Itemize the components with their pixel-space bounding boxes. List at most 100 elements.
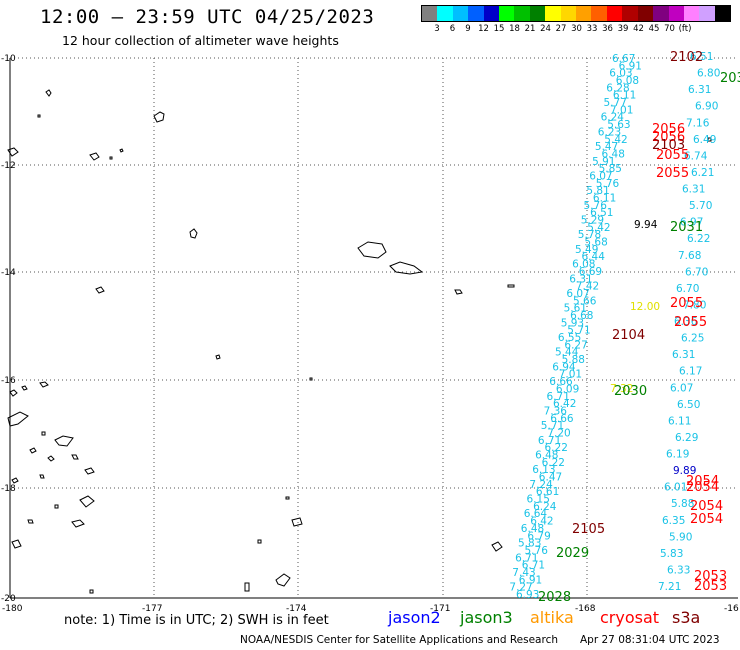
legend-swatch bbox=[452, 6, 469, 21]
lat-lon-grid bbox=[10, 57, 738, 598]
wave-height-value: 6.70 bbox=[676, 283, 699, 295]
legend-tick-label: 36 bbox=[602, 24, 613, 34]
legend-tick-labels: 3 6 9 12 15 18 21 24 27 30 33 36 39 42 45 70 (ft) bbox=[421, 22, 731, 36]
legend-swatch bbox=[437, 6, 453, 21]
wave-height-value: 5.63 bbox=[607, 119, 630, 131]
wave-height-value: 7.42 bbox=[576, 281, 599, 293]
legend-swatch bbox=[576, 6, 592, 21]
legend-tick-label: (ft) bbox=[678, 24, 692, 34]
wave-height-value: 6.19 bbox=[666, 449, 689, 461]
wave-height-value: 6.31 bbox=[672, 349, 695, 361]
wave-height-value: 6.22 bbox=[542, 457, 565, 469]
wave-height-value: 6.64 bbox=[524, 508, 548, 520]
wave-height-value: 5.78 bbox=[578, 229, 601, 241]
wave-height-value: 6.24 bbox=[533, 501, 557, 513]
pass-time-label: 2031 bbox=[720, 71, 740, 86]
wave-height-value: 6.48 bbox=[521, 523, 544, 535]
wave-height-value: 6.07 bbox=[670, 382, 693, 394]
legend-swatch bbox=[529, 6, 546, 21]
wave-height-value: 6.61 bbox=[536, 486, 559, 498]
wave-height-value: 5.68 bbox=[584, 237, 607, 249]
wave-height-value: 6.11 bbox=[593, 193, 616, 205]
wave-height-value: 6.69 bbox=[579, 266, 602, 278]
wave-height-value: 5.76 bbox=[584, 200, 608, 212]
wave-height-value: 6.07 bbox=[589, 171, 612, 183]
legend-tick-label: 45 bbox=[648, 24, 660, 34]
wave-height-value: 5.91 bbox=[592, 156, 615, 168]
satellite-legend-cryosat: cryosat bbox=[600, 608, 660, 627]
legend-swatch bbox=[714, 6, 731, 21]
legend-swatch bbox=[668, 6, 684, 21]
wave-height-value: 6.31 bbox=[682, 184, 705, 196]
legend-swatch bbox=[514, 6, 530, 21]
pass-time-label: 2055 bbox=[670, 296, 703, 311]
island-outline bbox=[41, 431, 46, 436]
wave-height-value: 6.31 bbox=[569, 273, 592, 285]
island-outline bbox=[454, 289, 463, 295]
wave-height-value: 6.48 bbox=[535, 450, 558, 462]
wave-height-value: 7.68 bbox=[678, 250, 701, 262]
legend-swatch bbox=[591, 6, 607, 21]
wave-height-value: 6.51 bbox=[590, 207, 613, 219]
wave-height-value: 5.49 bbox=[575, 244, 598, 256]
wave-height-value: 6.31 bbox=[688, 84, 711, 96]
generated-timestamp: Apr 27 08:31:04 UTC 2023 bbox=[580, 634, 720, 646]
island-outline bbox=[47, 455, 55, 462]
wave-height-value: 5.44 bbox=[555, 347, 579, 359]
lon-axis-label: -177 bbox=[142, 604, 162, 614]
legend-swatch bbox=[545, 6, 561, 21]
wave-height-value: 6.49 bbox=[693, 134, 716, 146]
island-outline bbox=[291, 517, 303, 527]
wave-height-value: 5.76 bbox=[525, 545, 549, 557]
island-outline bbox=[7, 147, 19, 157]
wave-height-value: 6.23 bbox=[598, 126, 621, 138]
legend-tick-label: 30 bbox=[571, 24, 582, 34]
island-outline bbox=[71, 454, 79, 460]
wave-height-value: 7.01 bbox=[610, 104, 633, 116]
wave-height-value: 7.32 bbox=[610, 383, 633, 395]
lat-axis-label: -16 bbox=[1, 376, 16, 386]
satellite-legend-s3a: s3a bbox=[672, 608, 701, 627]
wave-height-value: 6.71 bbox=[547, 391, 570, 403]
island-outline bbox=[84, 467, 95, 475]
wave-height-value: 6.74 bbox=[684, 150, 708, 162]
pass-time-label: 2031 bbox=[670, 220, 703, 235]
wave-height-value: 6.08 bbox=[572, 259, 595, 271]
wave-height-value: 5.61 bbox=[564, 303, 587, 315]
island-outline bbox=[54, 435, 74, 447]
island-outline bbox=[79, 495, 95, 508]
legend-swatch bbox=[699, 6, 715, 21]
wave-height-value: 6.22 bbox=[545, 442, 568, 454]
island-outline bbox=[189, 228, 198, 239]
legend-tick-label: 21 bbox=[524, 24, 536, 34]
wave-height-value: 6.27 bbox=[564, 339, 587, 351]
wave-height-value: 6.07 bbox=[566, 288, 589, 300]
wave-height-value: 6.21 bbox=[691, 167, 714, 179]
legend-tick-label: 33 bbox=[586, 24, 598, 34]
pass-time-label: 2105 bbox=[572, 522, 605, 537]
pass-time-label: 2054 bbox=[686, 474, 719, 489]
wave-height-value: 7.20 bbox=[547, 428, 570, 440]
wave-height-value: 6.11 bbox=[668, 415, 691, 427]
pass-time-label: 2054 bbox=[690, 512, 723, 527]
legend-swatch bbox=[637, 6, 654, 21]
wave-height-value: 7.36 bbox=[544, 405, 568, 417]
island-outline bbox=[9, 389, 18, 397]
wave-height-value: 7.80 bbox=[683, 299, 706, 311]
wave-height-value: 6.25 bbox=[681, 333, 704, 345]
island-outline bbox=[491, 541, 503, 552]
wave-height-value: 6.51 bbox=[690, 51, 713, 63]
wave-height-value: 6.15 bbox=[527, 494, 550, 506]
island-outlines bbox=[7, 89, 712, 594]
wave-height-value: 5.29 bbox=[581, 215, 604, 227]
lon-axis-label: -171 bbox=[430, 604, 450, 614]
legend-swatch bbox=[560, 6, 577, 21]
pass-time-label: 2028 bbox=[538, 590, 571, 605]
island-outline bbox=[27, 519, 34, 524]
pass-time-label: 2054 bbox=[690, 499, 723, 514]
wave-height-value: 6.08 bbox=[616, 75, 639, 87]
island-outline bbox=[309, 377, 313, 381]
satellite-tracks: 6.676.916.036.086.286.115.777.016.245.63… bbox=[509, 51, 720, 601]
wave-height-value: 5.88 bbox=[562, 354, 585, 366]
island-outline bbox=[357, 241, 387, 259]
